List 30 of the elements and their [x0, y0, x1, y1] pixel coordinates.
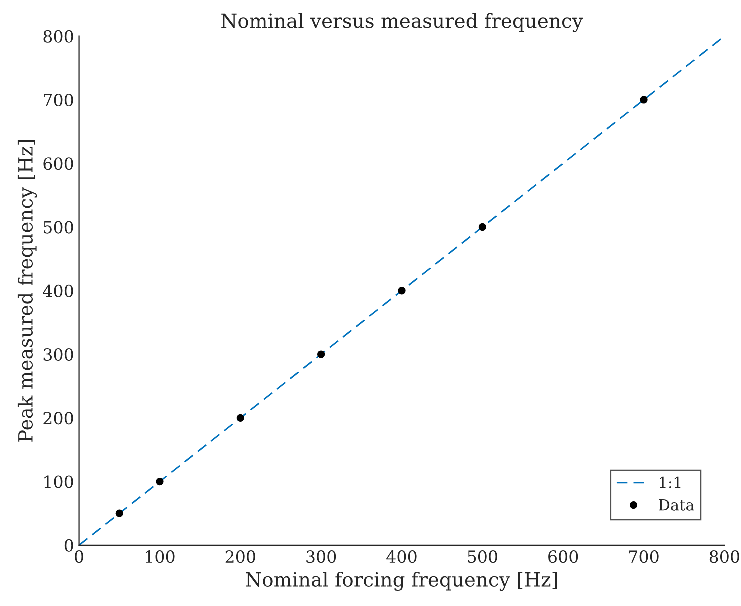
- point: [640, 96, 648, 104]
- y-tick-label: 600: [44, 158, 74, 170]
- point: [398, 287, 406, 295]
- legend-label: 1:1: [660, 476, 681, 488]
- y-tick-label: 0: [64, 539, 74, 552]
- point: [478, 223, 486, 232]
- x-tick-label: 400: [386, 550, 417, 564]
- y-tick-label: 500: [44, 221, 74, 234]
- x-tick-label: 300: [306, 550, 336, 564]
- point: [156, 478, 164, 486]
- y-axis-title: Peak measured frequency [Hz]: [18, 140, 38, 442]
- point: [236, 414, 244, 422]
- x-tick-label: 800: [710, 550, 740, 564]
- x-tick-label: 700: [630, 550, 659, 564]
- y-tick-label: 300: [44, 348, 74, 362]
- y-tick-label: 700: [44, 94, 74, 107]
- x-tick-label: 200: [226, 550, 256, 564]
- y-tick-label: 400: [43, 284, 74, 298]
- y-tick-label: 800: [44, 30, 74, 43]
- x-tick-label: 600: [548, 550, 578, 564]
- y-tick-label: 200: [44, 412, 74, 425]
- x-axis-title: Nominal forcing frequency [Hz]: [246, 572, 558, 592]
- legend-label: Data: [659, 500, 694, 511]
- x-tick-label: 500: [468, 550, 498, 564]
- point: [116, 510, 124, 518]
- chart-title: Nominal versus measured frequency: [222, 13, 584, 32]
- x-tick-label: 0: [75, 550, 84, 564]
- x-tick-label: 100: [146, 550, 175, 564]
- point: [317, 350, 326, 358]
- y-tick-label: 100: [44, 476, 74, 488]
